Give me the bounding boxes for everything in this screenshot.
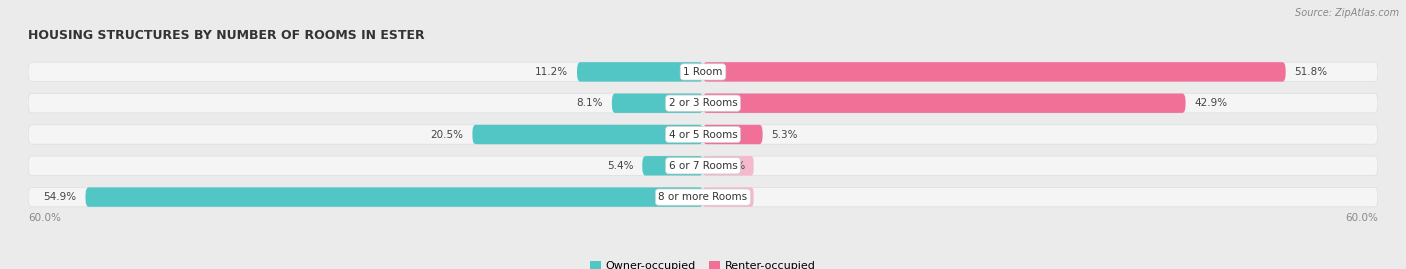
FancyBboxPatch shape: [703, 187, 754, 207]
FancyBboxPatch shape: [703, 94, 1185, 113]
Text: 8.1%: 8.1%: [576, 98, 603, 108]
Text: Source: ZipAtlas.com: Source: ZipAtlas.com: [1295, 8, 1399, 18]
FancyBboxPatch shape: [643, 156, 703, 175]
Text: 11.2%: 11.2%: [534, 67, 568, 77]
FancyBboxPatch shape: [28, 156, 1378, 175]
Text: 20.5%: 20.5%: [430, 129, 464, 140]
Text: 6 or 7 Rooms: 6 or 7 Rooms: [669, 161, 737, 171]
Text: 42.9%: 42.9%: [1195, 98, 1227, 108]
Text: 1 Room: 1 Room: [683, 67, 723, 77]
FancyBboxPatch shape: [703, 156, 754, 175]
Text: HOUSING STRUCTURES BY NUMBER OF ROOMS IN ESTER: HOUSING STRUCTURES BY NUMBER OF ROOMS IN…: [28, 29, 425, 42]
Text: 0.0%: 0.0%: [720, 161, 747, 171]
FancyBboxPatch shape: [28, 94, 1378, 113]
Legend: Owner-occupied, Renter-occupied: Owner-occupied, Renter-occupied: [586, 256, 820, 269]
Text: 0.0%: 0.0%: [720, 192, 747, 202]
Text: 4 or 5 Rooms: 4 or 5 Rooms: [669, 129, 737, 140]
Text: 2 or 3 Rooms: 2 or 3 Rooms: [669, 98, 737, 108]
FancyBboxPatch shape: [472, 125, 703, 144]
Text: 60.0%: 60.0%: [1346, 213, 1378, 223]
FancyBboxPatch shape: [28, 187, 1378, 207]
Text: 60.0%: 60.0%: [28, 213, 60, 223]
Text: 8 or more Rooms: 8 or more Rooms: [658, 192, 748, 202]
Text: 5.3%: 5.3%: [772, 129, 799, 140]
Text: 54.9%: 54.9%: [44, 192, 76, 202]
FancyBboxPatch shape: [612, 94, 703, 113]
FancyBboxPatch shape: [703, 62, 1285, 82]
FancyBboxPatch shape: [28, 125, 1378, 144]
Text: 51.8%: 51.8%: [1295, 67, 1327, 77]
FancyBboxPatch shape: [576, 62, 703, 82]
Text: 5.4%: 5.4%: [607, 161, 633, 171]
FancyBboxPatch shape: [703, 125, 762, 144]
FancyBboxPatch shape: [86, 187, 703, 207]
FancyBboxPatch shape: [28, 62, 1378, 82]
